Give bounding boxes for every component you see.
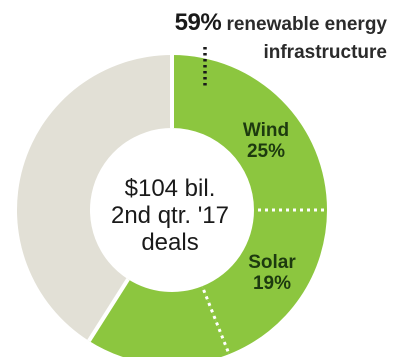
segment-value-solar: 19% <box>252 273 292 294</box>
segment-label-solar: Solar 19% <box>232 252 312 294</box>
group-separator-1 <box>87 278 130 342</box>
donut-center-label: $104 bil. 2nd qtr. '17 deals <box>100 175 240 256</box>
callout-title: 59% renewable energy <box>174 9 387 36</box>
donut-slices <box>17 55 327 357</box>
donut-slice-non-renewable <box>17 55 173 341</box>
segment-name-wind: Wind <box>242 120 290 141</box>
donut-slice-other-renewable <box>88 279 230 357</box>
segment-name-solar: Solar <box>248 252 296 273</box>
center-label-line2: 2nd qtr. '17 <box>110 202 229 229</box>
slice-dividers <box>87 55 325 353</box>
callout-text-line1: renewable energy <box>226 14 387 35</box>
donut-slice-wind <box>172 55 327 210</box>
donut-slice-solar <box>202 210 327 355</box>
center-label-line3: deals <box>141 229 199 256</box>
callout-percent: 59% <box>174 9 222 36</box>
segment-label-wind: Wind 25% <box>226 120 306 162</box>
center-label-line1: $104 bil. <box>124 175 216 202</box>
callout-text-line2: infrastructure <box>263 42 387 63</box>
segment-value-wind: 25% <box>246 141 286 162</box>
